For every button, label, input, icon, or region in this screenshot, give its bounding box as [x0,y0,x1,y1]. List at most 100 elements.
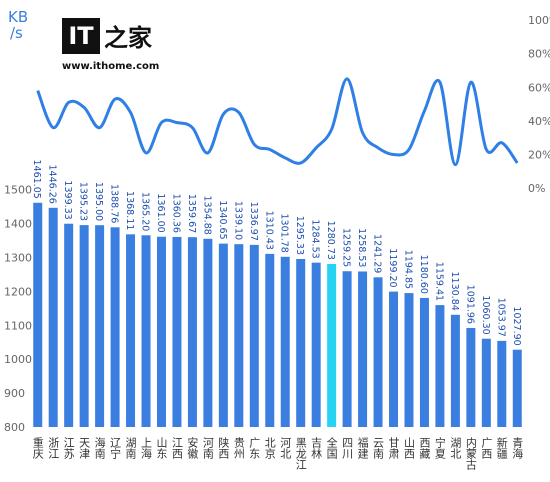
y-tick-label: 900 [4,387,25,400]
y-tick-label: 800 [4,421,25,434]
bar [512,349,522,427]
value-label: 1310.43 [263,211,274,250]
bar [110,227,120,427]
bar [203,238,213,427]
x-tick-label: 海南 [93,436,106,459]
value-label: 1280.73 [325,221,336,260]
bar [126,234,136,427]
x-tick-label: 江苏 [62,437,75,460]
x-tick-label: 甘肃 [387,437,400,460]
value-label: 1336.97 [248,202,259,241]
value-label: 1360.36 [170,194,181,233]
unit-label: KB [8,8,28,26]
bar [435,305,445,427]
value-label: 1053.97 [495,298,506,337]
y2-tick-label: 40% [528,115,550,128]
logo-text: 之家 [104,24,152,52]
bar [187,237,197,427]
bar [64,223,74,427]
bar [358,271,368,427]
bar [373,277,383,427]
x-tick-label: 内蒙古 [464,436,477,470]
value-label: 1395.00 [93,182,104,221]
logo-url: www.ithome.com [62,61,159,72]
value-label: 1446.26 [47,165,58,204]
x-tick-label: 吉林 [310,437,323,459]
value-label: 1159.41 [433,262,444,301]
x-tick-label: 青海 [511,437,524,460]
value-label: 1258.53 [356,228,367,267]
x-tick-label: 河南 [201,437,214,459]
value-label: 1361.00 [155,193,166,232]
value-label: 1259.25 [341,228,352,267]
x-tick-label: 江西 [170,437,183,459]
x-tick-label: 湖北 [449,437,462,459]
x-tick-label: 北京 [263,437,276,460]
unit-label: /s [10,24,23,42]
value-label: 1354.88 [201,196,212,235]
bar [311,262,321,427]
x-tick-label: 陕西 [217,436,230,459]
bar [327,263,337,427]
x-tick-label: 河北 [279,437,292,459]
y-tick-label: 1200 [4,285,32,298]
y2-tick-label: 80% [528,48,550,61]
value-label: 1301.78 [279,214,290,253]
bar [79,225,89,427]
bar [249,244,259,427]
x-tick-label: 黑龙江 [294,437,307,470]
bar [296,259,306,427]
x-tick-label: 安徽 [186,436,199,460]
value-label: 1399.33 [62,180,73,219]
y2-tick-label: 0% [528,182,545,195]
value-label: 1461.05 [31,159,42,198]
y-tick-label: 1300 [4,251,32,264]
x-tick-label: 广东 [248,437,261,459]
bar [218,243,228,427]
x-tick-label: 福建 [356,436,369,460]
bar [156,236,166,427]
y2-tick-label: 20% [528,149,550,162]
logo-mark: IT [68,22,94,50]
y2-tick-label: 60% [528,81,550,94]
value-label: 1388.76 [109,184,120,223]
value-label: 1365.20 [140,192,151,231]
value-label: 1180.60 [418,255,429,294]
x-tick-label: 重庆 [31,436,44,460]
x-tick-label: 山西 [402,437,415,459]
value-label: 1339.10 [232,201,243,240]
bar [450,314,460,427]
x-tick-label: 天津 [78,437,91,459]
bar [404,293,414,427]
bar [389,291,399,427]
value-label: 1027.90 [511,306,522,345]
x-tick-label: 山东 [155,437,168,459]
bar [48,207,58,427]
value-label: 1284.53 [310,219,321,258]
x-tick-label: 宁夏 [433,436,446,459]
x-tick-label: 上海 [140,437,153,460]
x-tick-label: 贵州 [232,437,245,459]
value-label: 1199.20 [387,248,398,287]
value-label: 1395.23 [78,182,89,221]
logo-box [62,18,100,54]
value-label: 1194.85 [402,250,413,289]
value-label: 1241.29 [372,234,383,273]
bar [280,256,290,427]
x-tick-label: 西藏 [418,437,431,460]
x-tick-label: 全国 [325,436,338,460]
bar [172,236,182,427]
bar [497,340,507,427]
x-tick-label: 四川 [341,437,354,459]
y2-tick-label: 100% [528,14,550,27]
x-tick-label: 辽宁 [109,437,122,459]
x-tick-label: 云南 [372,437,385,459]
y-tick-label: 1400 [4,218,32,231]
y-tick-label: 1500 [4,184,32,197]
line [36,77,519,167]
y-tick-label: 1000 [4,353,32,366]
y-tick-label: 1100 [4,319,32,332]
value-label: 1091.96 [464,285,475,324]
x-tick-label: 新疆 [495,436,508,459]
